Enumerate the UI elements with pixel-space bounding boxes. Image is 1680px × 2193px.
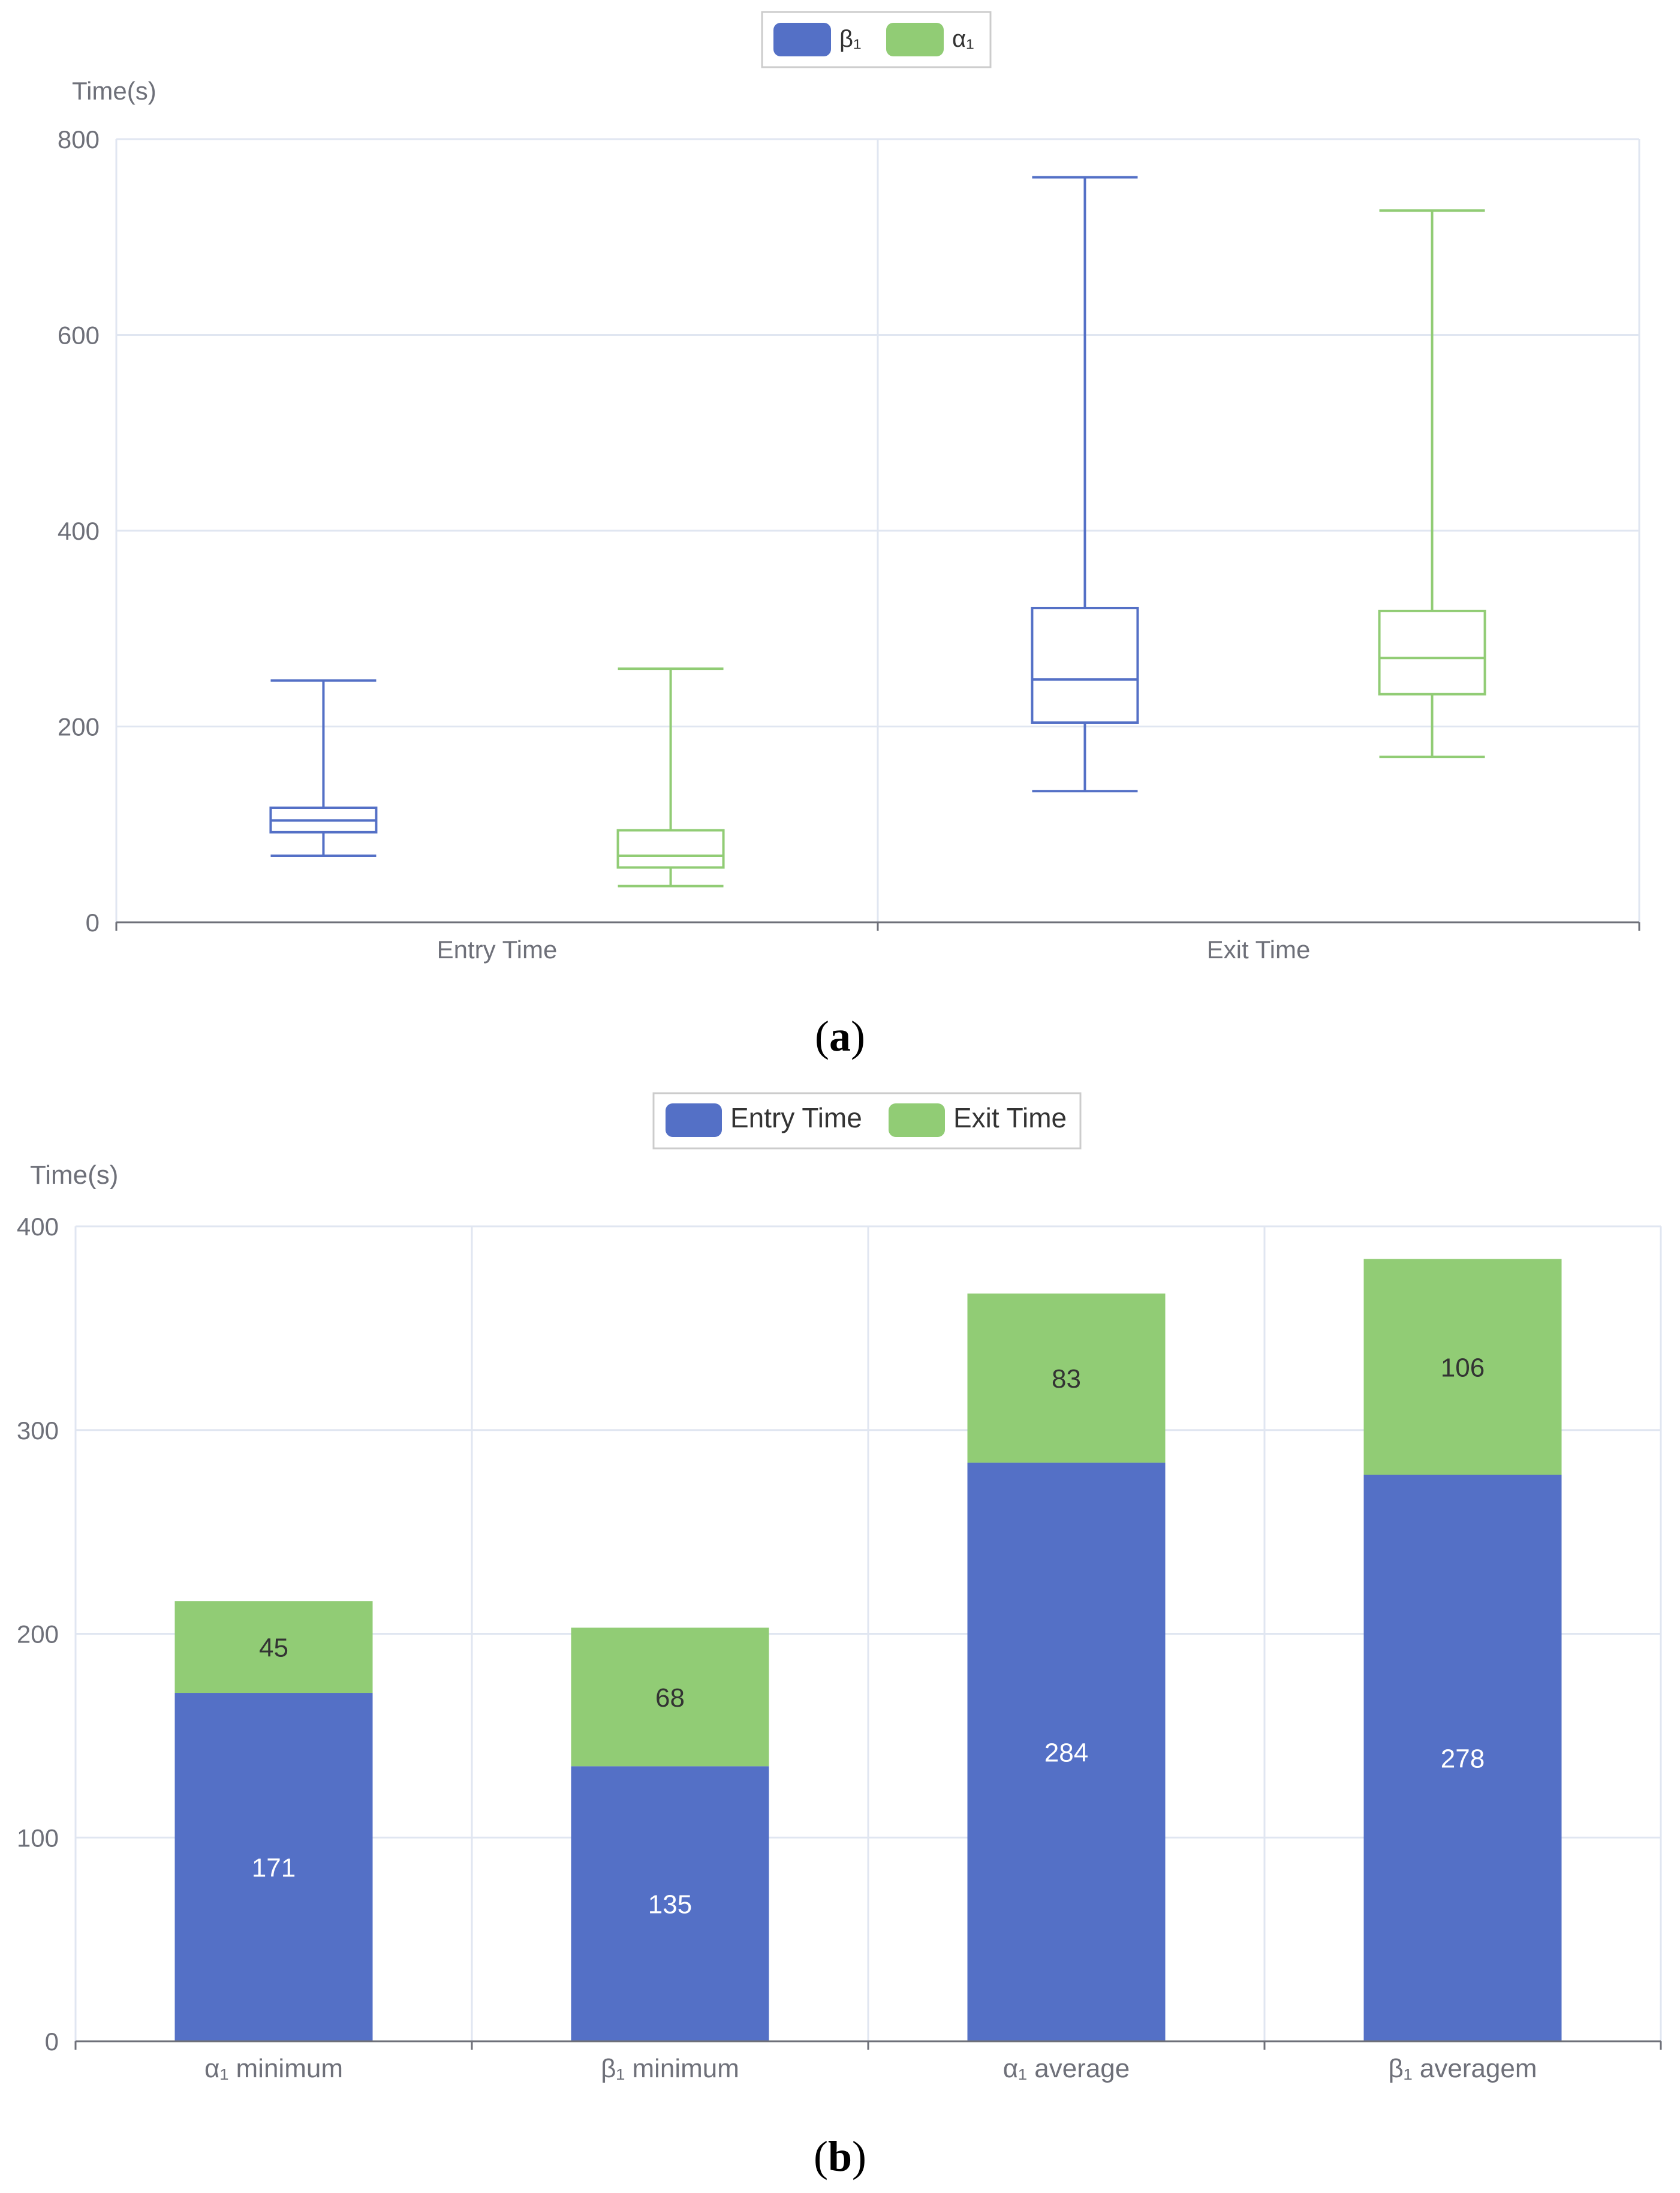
bar-segment [967, 1463, 1166, 2041]
legend-b-border [652, 1092, 1082, 1150]
legend-a-swatch-beta [773, 23, 831, 56]
legend-b-label-exit: Exit Time [953, 1102, 1067, 1133]
box-beta-0[interactable] [269, 679, 378, 857]
y-tick-label-b-1: 100 [17, 1824, 59, 1852]
box-body [1378, 609, 1486, 696]
bar-value-label: 106 [1441, 1353, 1485, 1382]
legend-a-item-alpha[interactable]: α₁ [886, 23, 974, 56]
bar-exit-2[interactable]: 83 [967, 1293, 1166, 1463]
bar-entry-3[interactable]: 278 [1363, 1475, 1562, 2041]
x-axis-a: Entry Time Exit Time [115, 921, 1640, 964]
bar-segment [571, 1766, 769, 2041]
y-axis-ticks-b: 0 100 200 300 400 [17, 1213, 59, 2056]
legend-b-label-entry: Entry Time [730, 1102, 862, 1133]
bar-segment [1363, 1259, 1562, 1475]
legend-b: Entry Time Exit Time [652, 1092, 1082, 1150]
bar-segment [174, 1601, 373, 1693]
y-tick-label-a-1: 200 [58, 713, 100, 741]
legend-a-swatch-alpha [886, 23, 944, 56]
legend-b-item-exit[interactable]: Exit Time [889, 1102, 1067, 1137]
legend-a-label-alpha: α₁ [952, 26, 974, 52]
y-axis-title-b: Time(s) [30, 1160, 118, 1190]
bar-exit-3[interactable]: 106 [1363, 1259, 1562, 1475]
x-tick-label-b-0: α₁ minimum [204, 2054, 343, 2083]
boxes-a [269, 176, 1486, 888]
y-axis-ticks-a: 0 200 400 600 800 [58, 125, 100, 937]
bar-value-label: 284 [1044, 1738, 1088, 1768]
bar-segment [174, 1693, 373, 2041]
y-tick-label-a-3: 600 [58, 321, 100, 350]
y-axis-title-a: Time(s) [72, 77, 156, 105]
y-tick-label-a-4: 800 [58, 125, 100, 154]
bar-entry-1[interactable]: 135 [571, 1766, 769, 2041]
bar-value-label: 83 [1052, 1364, 1081, 1394]
bar-exit-1[interactable]: 68 [571, 1628, 769, 1767]
box-beta-1[interactable] [1031, 176, 1139, 793]
legend-a: β₁ α₁ [761, 11, 992, 68]
x-tick-label-a-0: Entry Time [437, 935, 558, 964]
legend-a-label-beta: β₁ [839, 26, 862, 52]
x-tick-label-b-3: β₁ averagem [1388, 2054, 1537, 2083]
legend-b-swatch-exit [889, 1103, 945, 1137]
y-tick-label-b-3: 300 [17, 1416, 59, 1445]
legend-a-item-beta[interactable]: β₁ [773, 23, 862, 56]
y-tick-label-b-0: 0 [45, 2027, 59, 2056]
panel-label-a: (a) [815, 1012, 865, 1060]
bars-b: 171 135 284 278 45 68 83 106 [174, 1259, 1562, 2041]
bar-value-label: 278 [1441, 1744, 1485, 1774]
y-tick-label-b-4: 400 [17, 1213, 59, 1241]
x-axis-b: α₁ minimum β₁ minimum α₁ average β₁ average… [74, 2040, 1662, 2083]
y-tick-label-b-2: 200 [17, 1620, 59, 1648]
y-tick-label-a-2: 400 [58, 517, 100, 545]
bar-entry-0[interactable]: 171 [174, 1693, 373, 2041]
stacked-bar-chart-b: Entry Time Exit Time Time(s) 0 100 200 300 4… [17, 1092, 1662, 2180]
x-tick-label-a-1: Exit Time [1207, 935, 1311, 964]
bar-value-label: 45 [259, 1634, 288, 1663]
bar-value-label: 68 [655, 1683, 685, 1713]
gridlines-a [115, 138, 1640, 922]
y-tick-label-a-0: 0 [86, 909, 100, 937]
x-tick-label-b-2: α₁ average [1003, 2054, 1130, 2083]
bar-value-label: 135 [648, 1890, 692, 1920]
bar-exit-0[interactable]: 45 [174, 1601, 373, 1693]
panel-label-b: (b) [814, 2132, 866, 2180]
legend-b-swatch-entry [666, 1103, 722, 1137]
bar-segment [1363, 1475, 1562, 2041]
bar-segment [967, 1293, 1166, 1463]
x-tick-label-b-1: β₁ minimum [601, 2054, 739, 2083]
legend-b-item-entry[interactable]: Entry Time [666, 1102, 862, 1137]
bar-value-label: 171 [252, 1854, 296, 1883]
bar-entry-2[interactable]: 284 [967, 1463, 1166, 2041]
box-body [616, 829, 725, 869]
bar-segment [571, 1628, 769, 1767]
box-body [1031, 606, 1139, 724]
box-alpha-1[interactable] [1378, 209, 1486, 759]
boxplot-chart-a: β₁ α₁ Time(s) 0 200 400 600 800 Entry Time Ex… [58, 11, 1640, 1060]
box-alpha-0[interactable] [616, 667, 725, 888]
